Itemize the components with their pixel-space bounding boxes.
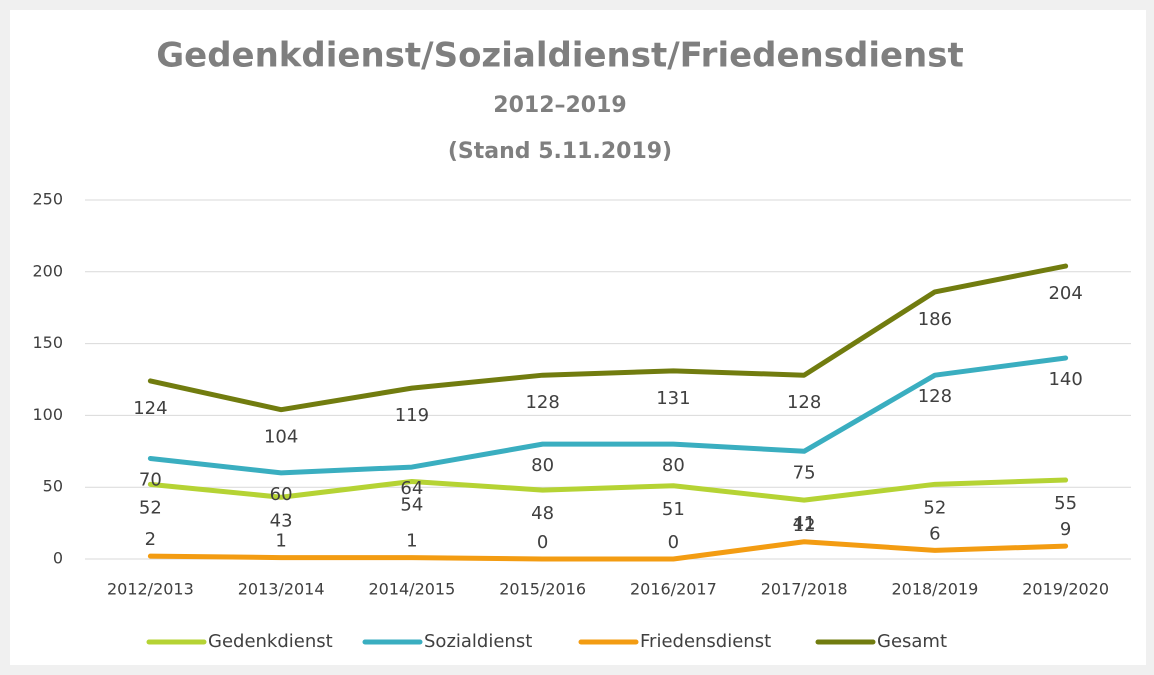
data-label: 0: [537, 532, 548, 553]
data-label: 186: [918, 309, 952, 330]
series-line: [147, 539, 1069, 562]
data-label: 0: [668, 532, 679, 553]
data-label: 131: [656, 388, 690, 409]
data-label: 128: [918, 386, 952, 407]
legend-label: Sozialdienst: [424, 631, 532, 652]
data-label: 41: [793, 513, 816, 534]
chart-subtitle: 2012–2019: [493, 93, 626, 118]
data-label: 48: [531, 503, 554, 524]
data-label: 52: [139, 497, 162, 518]
x-tick-label: 2014/2015: [368, 580, 455, 599]
data-label: 9: [1060, 519, 1071, 540]
y-tick-label: 50: [43, 477, 63, 496]
data-label: 52: [923, 497, 946, 518]
data-label: 204: [1048, 283, 1082, 304]
data-label: 12: [793, 515, 816, 536]
x-tick-label: 2015/2016: [499, 580, 586, 599]
x-tick-label: 2019/2020: [1022, 580, 1109, 599]
y-tick-label: 100: [32, 405, 63, 424]
legend-label: Friedensdienst: [640, 631, 771, 652]
x-tick-label: 2016/2017: [630, 580, 717, 599]
data-label: 104: [264, 427, 298, 448]
x-tick-label: 2012/2013: [107, 580, 194, 599]
y-tick-label: 150: [32, 333, 63, 352]
data-label: 55: [1054, 493, 1077, 514]
data-label: 51: [662, 499, 685, 520]
data-label: 80: [531, 455, 554, 476]
y-tick-label: 200: [32, 261, 63, 280]
data-label: 43: [270, 510, 293, 531]
y-tick-label: 0: [53, 549, 63, 568]
series-line: [147, 263, 1069, 413]
chart-title: Gedenkdienst/Sozialdienst/Friedensdienst: [156, 36, 964, 76]
legend-label: Gedenkdienst: [208, 631, 333, 652]
x-tick-label: 2017/2018: [761, 580, 848, 599]
data-label: 80: [662, 455, 685, 476]
legend-label: Gesamt: [877, 631, 947, 652]
series-line: [147, 477, 1069, 503]
chart-annotation: (Stand 5.11.2019): [448, 139, 672, 164]
data-label: 128: [787, 392, 821, 413]
data-label: 128: [525, 392, 559, 413]
data-label: 1: [275, 531, 286, 552]
x-tick-label: 2018/2019: [891, 580, 978, 599]
data-label: 2: [145, 529, 156, 550]
y-tick-label: 250: [32, 190, 63, 209]
data-label: 124: [133, 398, 167, 419]
series-line: [147, 355, 1069, 476]
data-label: 119: [395, 405, 429, 426]
data-label: 54: [400, 494, 423, 515]
data-label: 6: [929, 523, 940, 544]
data-label: 140: [1048, 369, 1082, 390]
data-label: 60: [270, 484, 293, 505]
data-label: 64: [400, 478, 423, 499]
data-label: 1: [406, 531, 417, 552]
data-label: 70: [139, 469, 162, 490]
data-label: 75: [793, 462, 816, 483]
x-tick-label: 2013/2014: [238, 580, 325, 599]
